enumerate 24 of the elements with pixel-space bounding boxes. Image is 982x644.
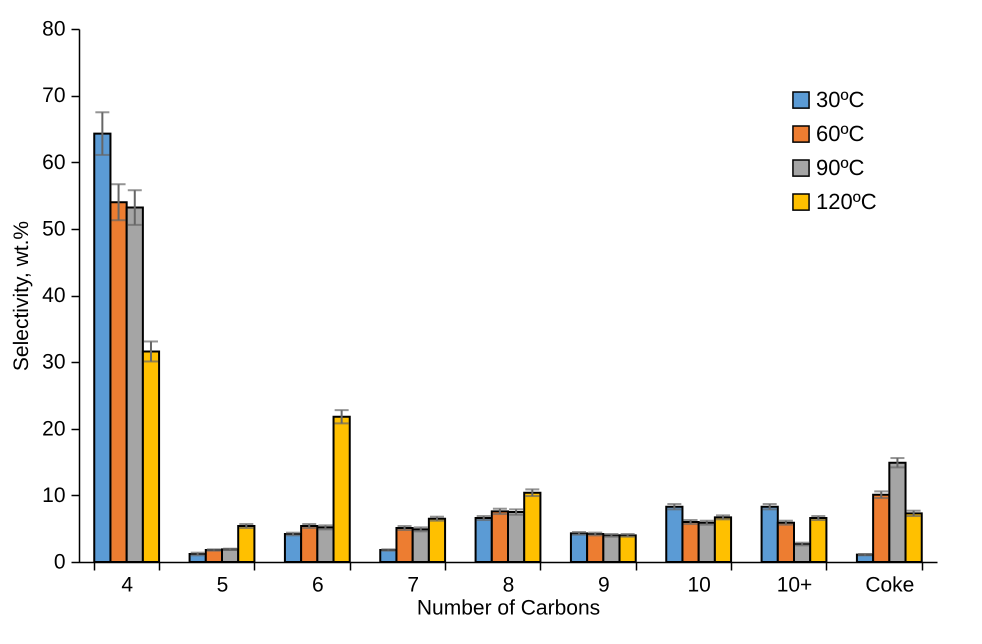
- y-tick-label: 40: [42, 284, 66, 307]
- x-tick-label: 6: [312, 574, 324, 596]
- y-tick-label: 60: [42, 150, 66, 174]
- x-tick-label: 9: [598, 574, 610, 596]
- legend-label: 60ºC: [816, 121, 865, 146]
- legend-label: 30ºC: [816, 87, 865, 112]
- x-tick-label: 7: [407, 574, 420, 596]
- y-axis-title: Selectivity, wt.%: [10, 220, 34, 372]
- y-tick-label: 30: [42, 350, 66, 374]
- x-tick-label: Coke: [865, 574, 914, 596]
- y-tick-label: 70: [42, 84, 66, 108]
- x-tick-label: 5: [216, 574, 228, 596]
- x-tick-label: 10+: [776, 574, 812, 596]
- y-tick-label: 80: [42, 18, 66, 40]
- x-tick-label: 10: [687, 574, 711, 596]
- y-tick-label: 20: [42, 417, 66, 440]
- y-tick-label: 10: [42, 484, 66, 507]
- y-tick-label: 50: [42, 217, 66, 240]
- x-tick-label: 4: [121, 574, 134, 596]
- x-axis-title: Number of Carbons: [416, 596, 600, 620]
- legend-label: 120ºC: [816, 189, 877, 214]
- y-tick-label: 0: [54, 550, 66, 574]
- legend-label: 90ºC: [816, 155, 865, 180]
- x-tick-label: 8: [502, 574, 514, 596]
